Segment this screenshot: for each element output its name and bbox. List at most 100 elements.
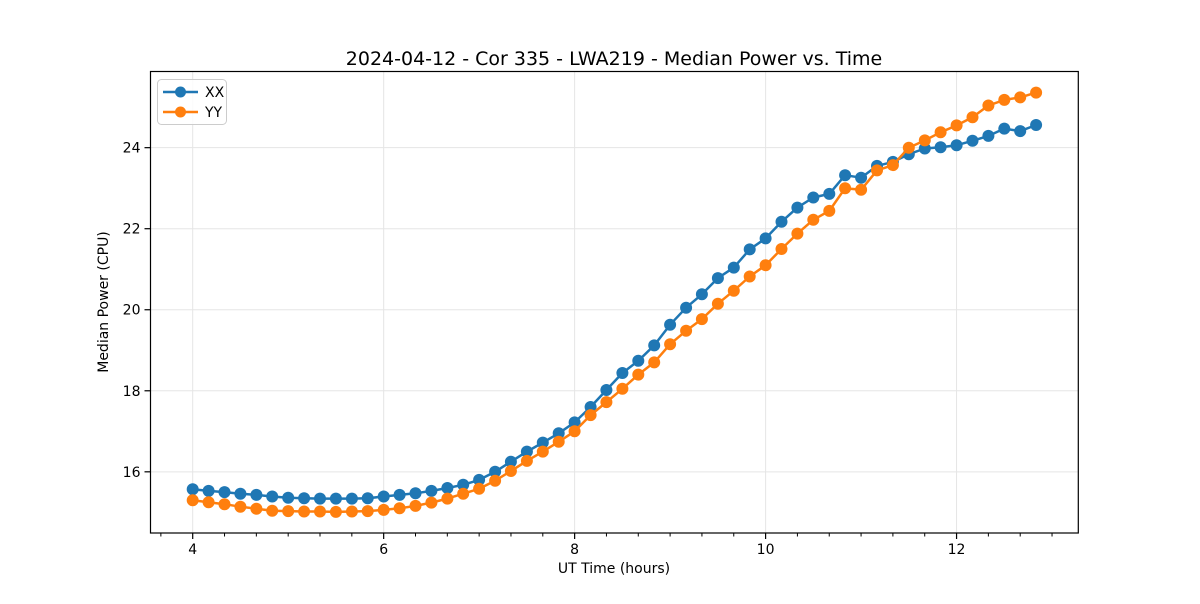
data-point-xx [759, 232, 772, 245]
y-tick-label: 24 [123, 141, 141, 157]
x-tick-label: 8 [570, 542, 579, 558]
data-point-yy [345, 505, 358, 518]
data-point-xx [982, 129, 995, 142]
data-point-xx [441, 482, 454, 494]
data-point-yy [441, 492, 454, 505]
data-point-xx [361, 492, 374, 505]
data-point-yy [298, 505, 311, 518]
data-point-yy [775, 243, 788, 255]
data-point-yy [600, 396, 613, 409]
data-point-xx [1014, 125, 1027, 138]
data-point-yy [393, 502, 406, 515]
data-point-yy [361, 505, 374, 518]
data-point-xx [934, 141, 947, 154]
data-point-yy [409, 499, 422, 512]
data-point-xx [998, 122, 1011, 135]
data-point-yy [998, 93, 1011, 106]
y-tick-label: 16 [123, 465, 141, 481]
data-point-yy [680, 324, 693, 337]
data-point-yy [218, 498, 231, 511]
data-point-xx [186, 483, 199, 496]
data-point-xx [743, 243, 756, 256]
data-point-xx [680, 301, 693, 314]
data-point-xx [807, 191, 820, 204]
chart-title: 2024-04-12 - Cor 335 - LWA219 - Median P… [346, 48, 882, 70]
y-tick-label: 18 [123, 384, 141, 400]
data-point-xx [839, 169, 852, 182]
data-point-yy [234, 500, 247, 513]
data-point-xx [775, 215, 788, 228]
data-point-yy [616, 382, 629, 395]
data-point-xx [966, 134, 979, 147]
legend-label-xx: XX [205, 85, 225, 101]
data-point-yy [489, 474, 502, 487]
data-point-xx [727, 261, 740, 274]
data-point-xx [664, 318, 677, 331]
data-point-yy [743, 270, 756, 283]
data-point-yy [902, 141, 915, 154]
data-point-yy [966, 111, 979, 124]
data-point-xx [298, 492, 311, 505]
data-point-xx [520, 445, 533, 458]
data-point-yy [202, 496, 215, 509]
series-layer [186, 86, 1043, 518]
data-point-xx [552, 427, 565, 440]
data-point-xx [648, 339, 661, 352]
legend-label-yy: YY [204, 105, 223, 121]
data-point-xx [695, 288, 708, 301]
data-point-xx [202, 484, 215, 497]
data-point-yy [823, 204, 836, 217]
data-point-yy [886, 159, 899, 172]
data-point-yy [918, 134, 931, 147]
data-point-yy [504, 465, 517, 477]
data-point-xx [425, 484, 438, 497]
data-point-yy [186, 494, 199, 507]
data-point-xx [377, 490, 390, 503]
data-point-yy [1030, 86, 1043, 99]
grid-layer [150, 71, 1079, 533]
y-tick-label: 20 [123, 303, 141, 319]
data-point-xx [536, 436, 549, 449]
data-point-yy [727, 284, 740, 297]
data-point-yy [552, 435, 565, 448]
data-point-yy [473, 482, 486, 495]
data-point-yy [520, 454, 533, 467]
data-point-xx [855, 171, 868, 184]
data-point-xx [616, 367, 629, 379]
data-point-xx [568, 416, 581, 429]
y-tick-label: 22 [123, 222, 141, 238]
x-axis-label: UT Time (hours) [558, 561, 670, 577]
data-point-yy [807, 213, 820, 226]
data-point-xx [504, 455, 517, 468]
data-point-xx [409, 487, 422, 500]
x-tick-label: 10 [757, 542, 775, 558]
data-point-yy [695, 313, 708, 326]
data-point-xx [234, 487, 247, 500]
data-point-yy [568, 425, 581, 438]
data-point-xx [950, 139, 963, 152]
data-point-yy [536, 445, 549, 458]
data-point-xx [393, 488, 406, 501]
data-point-yy [855, 183, 868, 196]
data-point-yy [282, 505, 295, 518]
tick-layer: 4 6 8 10 12 16 18 20 22 24 [123, 141, 1053, 558]
x-tick-label: 4 [188, 542, 197, 558]
data-point-xx [711, 272, 724, 285]
data-point-xx [218, 486, 231, 499]
data-point-xx [473, 473, 486, 486]
data-point-yy [584, 409, 597, 422]
data-point-yy [711, 297, 724, 310]
data-point-yy [425, 496, 438, 509]
data-point-xx [823, 187, 836, 200]
data-point-yy [314, 505, 326, 518]
data-point-yy [632, 368, 645, 381]
data-point-xx [457, 478, 470, 491]
data-point-yy [266, 504, 279, 517]
data-point-yy [1014, 91, 1027, 104]
y-axis-label: Median Power (CPU) [96, 231, 112, 373]
data-point-yy [950, 119, 963, 132]
legend-marker-xx [175, 86, 186, 98]
data-point-yy [934, 126, 947, 139]
